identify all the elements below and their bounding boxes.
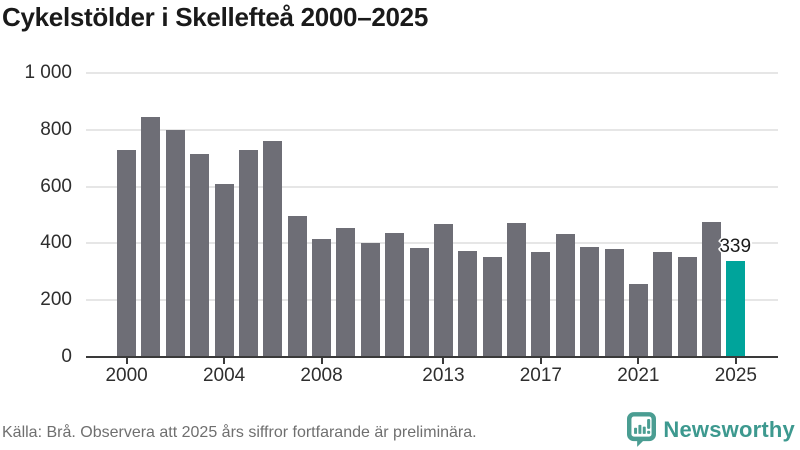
- x-tick-2017: [539, 358, 542, 364]
- x-tick-2013: [442, 358, 445, 364]
- gridline-y-600: [86, 185, 778, 188]
- y-tick-label-600: 600: [40, 175, 72, 197]
- bar-2021: [628, 284, 648, 357]
- chart-footer: Källa: Brå. Observera att 2025 års siffr…: [0, 408, 800, 450]
- bar-2025: [726, 260, 746, 357]
- chart-title: Cykelstölder i Skellefteå 2000–2025: [2, 2, 429, 32]
- x-tick-2021: [637, 358, 640, 364]
- bar-2023: [677, 257, 697, 357]
- x-tick-2004: [223, 358, 226, 364]
- bar-2008: [312, 239, 332, 357]
- x-tick-2008: [320, 358, 323, 364]
- x-tick-label-2021: 2021: [617, 365, 660, 386]
- gridline-y-400: [86, 242, 778, 245]
- bar-2005: [238, 149, 258, 357]
- gridline-y-800: [86, 128, 778, 131]
- bar-2006: [263, 141, 283, 357]
- x-tick-2000: [125, 358, 128, 364]
- x-tick-label-2008: 2008: [300, 365, 343, 386]
- bar-2024: [701, 221, 721, 357]
- newsworthy-logo-text: Newsworthy: [663, 416, 795, 442]
- bar-2016: [507, 222, 527, 357]
- bar-2012: [409, 247, 429, 357]
- x-tick-label-2000: 2000: [105, 365, 148, 386]
- y-tick-label-400: 400: [40, 232, 72, 254]
- bar-2004: [214, 183, 234, 357]
- bar-2022: [653, 251, 673, 357]
- bar-2000: [117, 149, 137, 357]
- y-tick-label-200: 200: [40, 289, 72, 311]
- bar-2002: [165, 129, 185, 357]
- bar-2009: [336, 227, 356, 357]
- y-tick-label-0: 0: [61, 346, 72, 367]
- x-tick-label-2017: 2017: [519, 365, 563, 386]
- gridline-y-1000: [86, 72, 778, 74]
- bar-2013: [433, 223, 453, 357]
- bar-2007: [287, 216, 307, 357]
- highlight-value-label: 339: [719, 235, 752, 257]
- x-axis-line: [86, 356, 778, 358]
- bar-chart-plot: 339 0 200 400 600 800 1 000 2000 2004 2008 2013 20…: [24, 62, 778, 386]
- newsworthy-logo[interactable]: Newsworthy: [627, 412, 795, 447]
- bar-2020: [604, 249, 624, 357]
- x-tick-label-2004: 2004: [202, 365, 246, 386]
- bar-2010: [360, 243, 380, 357]
- x-tick-2025: [734, 358, 737, 364]
- x-tick-label-2025: 2025: [714, 365, 757, 386]
- bar-2019: [580, 247, 600, 357]
- bar-2001: [141, 117, 161, 357]
- y-tick-label-800: 800: [40, 118, 72, 140]
- gridline-y-200: [86, 299, 778, 302]
- bar-2011: [385, 233, 405, 357]
- bar-2014: [458, 251, 478, 357]
- y-tick-label-1000: 1 000: [24, 62, 72, 83]
- bar-2015: [482, 257, 502, 357]
- x-tick-label-2013: 2013: [422, 365, 465, 386]
- bar-2018: [555, 234, 575, 357]
- newsworthy-speech-bubble-bar-chart-icon: [627, 412, 657, 447]
- bar-2003: [190, 153, 210, 357]
- source-note: Källa: Brå. Observera att 2025 års siffr…: [2, 424, 477, 441]
- bar-2017: [531, 251, 551, 357]
